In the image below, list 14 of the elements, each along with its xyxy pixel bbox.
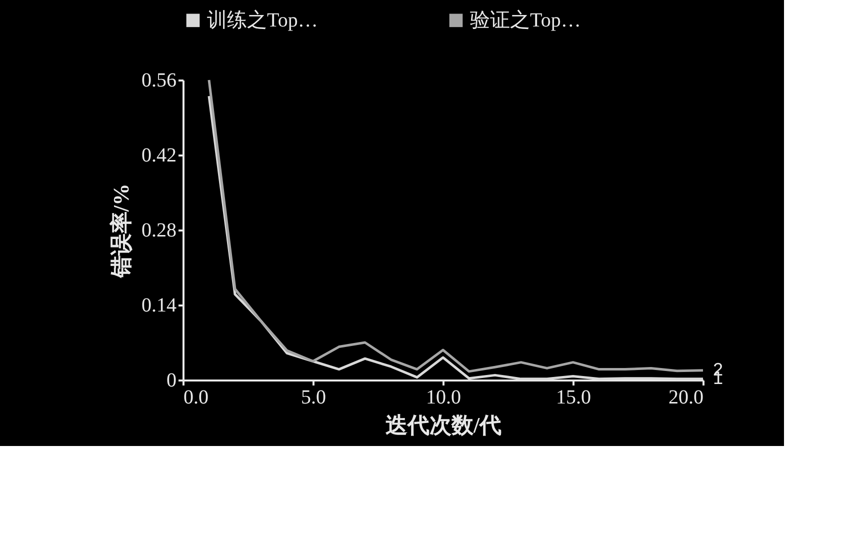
y-tick-label: 0.42: [142, 144, 176, 166]
y-tick-label: 0: [166, 370, 176, 392]
y-tick-label: 0.14: [142, 294, 176, 316]
y-axis-title: 错误率/%: [108, 183, 134, 279]
x-tick-label: 10.0: [426, 386, 461, 408]
legend-label: 训练之Top…: [207, 9, 318, 32]
x-tick-label: 0.0: [184, 386, 208, 408]
x-tick-label: 5.0: [301, 386, 326, 408]
y-tick-label: 0.28: [142, 220, 176, 242]
x-tick-label: 15.0: [556, 386, 591, 408]
x-axis-title: 迭代次数/代: [385, 412, 502, 438]
y-tick-label: 0.56: [142, 70, 176, 92]
x-tick-label: 20.0: [668, 386, 704, 408]
legend-label: 验证之Top…: [470, 9, 581, 32]
